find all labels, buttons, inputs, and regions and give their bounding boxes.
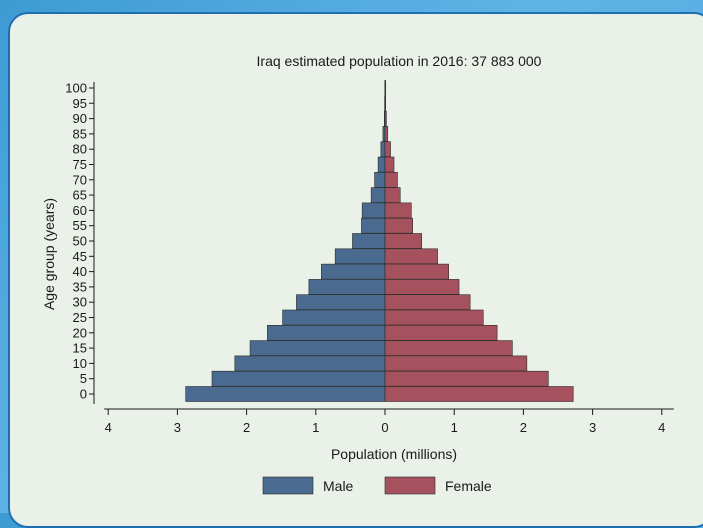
chart-title: Iraq estimated population in 2016: 37 88… — [257, 53, 542, 69]
bar-male-60 — [361, 202, 386, 219]
x-tick-label: 1 — [451, 420, 458, 435]
x-tick-label: 2 — [243, 420, 250, 435]
bar-female-30 — [384, 294, 471, 311]
y-tick-label: 30 — [73, 295, 87, 310]
bar-male-10 — [234, 355, 386, 372]
x-tick-label: 3 — [174, 420, 181, 435]
y-tick-label: 85 — [73, 126, 87, 141]
y-tick-label: 95 — [73, 96, 87, 111]
y-tick-label: 65 — [73, 188, 87, 203]
bar-male-70 — [374, 172, 386, 188]
x-tick-label: 1 — [312, 420, 319, 435]
y-tick-label: 15 — [73, 341, 87, 356]
y-axis-label: Age group (years) — [41, 198, 57, 310]
bar-male-55 — [361, 217, 386, 234]
y-tick-label: 90 — [73, 111, 87, 126]
bar-male-75 — [377, 156, 386, 173]
bar-female-95 — [384, 95, 386, 112]
legend-label-male: Male — [323, 478, 354, 494]
y-tick-label: 5 — [80, 371, 87, 386]
x-axis-label: Population (millions) — [331, 446, 457, 462]
y-tick-label: 50 — [73, 234, 87, 249]
bar-female-5 — [384, 370, 549, 387]
bar-male-20 — [267, 324, 386, 341]
bar-female-50 — [384, 233, 422, 249]
bar-female-35 — [384, 279, 460, 295]
bar-male-30 — [296, 294, 386, 311]
bar-male-80 — [380, 141, 386, 157]
y-tick-label: 100 — [65, 81, 87, 96]
y-tick-label: 40 — [73, 264, 87, 279]
y-tick-label: 60 — [73, 203, 87, 218]
y-tick-label: 80 — [73, 142, 87, 157]
x-tick-label: 4 — [658, 420, 665, 435]
bar-female-25 — [384, 309, 484, 326]
bars-group — [185, 80, 574, 402]
x-tick-label: 0 — [381, 420, 388, 435]
y-tick-label: 70 — [73, 172, 87, 187]
bar-female-80 — [384, 141, 391, 157]
bar-male-65 — [370, 187, 386, 203]
bar-female-75 — [384, 156, 395, 173]
y-tick-label: 35 — [73, 279, 87, 294]
legend-swatch-female — [384, 476, 436, 495]
x-tick-label: 4 — [105, 420, 112, 435]
y-tick-label: 55 — [73, 218, 87, 233]
y-tick-label: 45 — [73, 249, 87, 264]
legend-swatch-male — [262, 476, 314, 495]
bar-male-15 — [249, 340, 386, 356]
bar-female-90 — [384, 110, 387, 127]
bar-female-15 — [384, 340, 513, 356]
bar-male-5 — [211, 370, 386, 387]
bar-female-60 — [384, 202, 412, 219]
bar-female-20 — [384, 324, 498, 341]
bar-female-10 — [384, 355, 528, 372]
y-tick-label: 0 — [80, 387, 87, 402]
population-pyramid-chart: Iraq estimated population in 2016: 37 88… — [41, 53, 674, 495]
bar-female-45 — [384, 248, 438, 265]
bar-female-40 — [384, 263, 449, 280]
bar-male-0 — [185, 386, 386, 402]
bar-female-65 — [384, 187, 401, 203]
chart-panel: Iraq estimated population in 2016: 37 88… — [8, 12, 703, 528]
legend: Male Female — [262, 476, 492, 495]
bar-male-50 — [352, 233, 386, 249]
bar-male-85 — [382, 126, 386, 142]
bar-male-35 — [308, 279, 386, 295]
y-tick-label: 25 — [73, 310, 87, 325]
y-tick-label: 10 — [73, 356, 87, 371]
legend-label-female: Female — [445, 478, 492, 494]
bar-female-70 — [384, 172, 398, 188]
bar-male-25 — [282, 309, 386, 326]
x-tick-label: 3 — [589, 420, 596, 435]
bar-female-85 — [384, 126, 389, 142]
bar-male-45 — [334, 248, 386, 265]
bar-female-0 — [384, 386, 574, 402]
y-tick-label: 20 — [73, 325, 87, 340]
y-tick-label: 75 — [73, 157, 87, 172]
bar-female-100 — [384, 80, 386, 96]
bar-female-55 — [384, 217, 413, 234]
y-axis: 0510152025303540455055606570758085909510… — [65, 81, 95, 404]
bar-male-40 — [321, 263, 386, 280]
x-tick-label: 2 — [520, 420, 527, 435]
x-axis: 4 3 2 1 0 1 2 3 4 — [104, 408, 674, 435]
